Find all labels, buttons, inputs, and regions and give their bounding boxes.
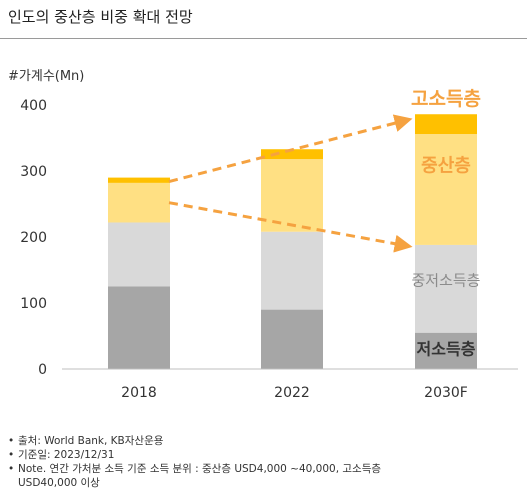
segment-label: 고소득층 (411, 88, 481, 110)
title-divider (0, 38, 527, 39)
bar-segment (415, 244, 477, 333)
bar-segment (415, 134, 477, 245)
segment-label: 중산층 (421, 155, 471, 176)
segment-label: 중저소득층 (411, 271, 480, 289)
bar-segment (261, 309, 323, 369)
bar-segment (108, 222, 170, 287)
definition-note: Note. 연간 가처분 소득 기준 소득 분위 : 중산층 USD4,000 … (8, 462, 523, 490)
y-tick-label: 300 (20, 164, 47, 180)
page-title: 인도의 중산층 비중 확대 전망 (8, 8, 193, 26)
source-note: 출처: World Bank, KB자산운용 (8, 434, 523, 448)
footnotes: 출처: World Bank, KB자산운용 기준일: 2023/12/31 N… (8, 434, 523, 490)
x-tick-label: 2022 (274, 385, 310, 401)
x-tick-label: 2018 (121, 385, 157, 401)
y-tick-label: 0 (38, 362, 47, 378)
bar-segment (108, 286, 170, 369)
y-tick-label: 200 (20, 230, 47, 246)
bar-segment (108, 182, 170, 223)
date-note: 기준일: 2023/12/31 (8, 448, 523, 462)
bar-segment (261, 231, 323, 310)
bar-segment (415, 332, 477, 369)
y-axis-label: #가계수(Mn) (8, 69, 84, 84)
bar-segment (261, 159, 323, 232)
trend-arrow-high-income (168, 114, 413, 184)
segment-label: 저소득층 (417, 340, 476, 359)
bar-segment (108, 177, 170, 183)
y-tick-label: 400 (20, 98, 47, 114)
x-tick-label: 2030F (424, 385, 468, 401)
stacked-bar-chart: #가계수(Mn) 0 100 200 300 400 2018 2022 2030F 고소득층중… (8, 69, 518, 401)
bar-segment (261, 149, 323, 160)
y-tick-label: 100 (20, 296, 47, 312)
bar-segment (415, 114, 477, 135)
trend-arrow-middle-income (168, 201, 413, 253)
